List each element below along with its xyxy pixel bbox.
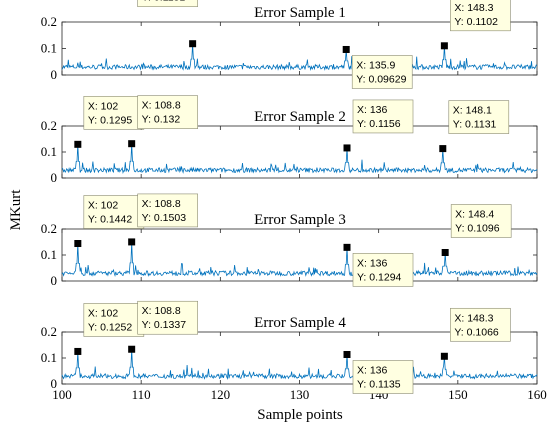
datatip-x-label: X: 102 (88, 200, 119, 212)
datatip-box (450, 204, 512, 238)
y-tick-label: 0.2 (41, 14, 57, 29)
panel-title: Error Sample 3 (254, 212, 346, 228)
datatip-box (83, 303, 145, 337)
datatip-x-label: X: 148.3 (454, 2, 493, 14)
y-tick-label: 0.1 (41, 144, 57, 159)
datatip-box (137, 300, 198, 335)
datatip-x-label: X: 148.1 (453, 105, 492, 117)
datatip-x-label: X: 108.8 (142, 198, 181, 210)
datatip-box (137, 0, 198, 8)
panel-3: Error Sample 3 0 0.1 0.2 X: 102 Y: 0.1442 X: 1… (41, 193, 538, 288)
datatip-y-label: Y: 0.1156 (357, 118, 401, 130)
datatip-marker (128, 238, 136, 246)
datatip-marker (440, 42, 448, 50)
datatip-y-label: Y: 0.1066 (454, 326, 499, 338)
datatip-y-label: Y: 0.09629 (356, 73, 406, 85)
x-axis-label: Sample points (257, 407, 343, 423)
datatip-box (352, 253, 414, 287)
datatip-box (137, 193, 198, 228)
datatip-marker (74, 140, 82, 148)
datatip-marker (74, 347, 82, 355)
panel-2: Error Sample 2 0 0.1 0.2 X: 102 Y: 0.1295 X: 1… (41, 95, 538, 185)
datatip-y-label: Y: 0.1131 (453, 119, 497, 131)
datatip-x-label: X: 148.3 (454, 312, 493, 324)
y-tick-label: 0 (51, 170, 58, 185)
datatip-marker (343, 243, 351, 251)
datatip-box (448, 100, 510, 134)
datatip-y-label: Y: 0.1337 (142, 319, 187, 331)
y-tick-label: 0 (51, 273, 58, 288)
datatip-marker (74, 240, 82, 248)
x-tick-label: 150 (448, 387, 468, 402)
y-tick-label: 0.1 (41, 41, 57, 56)
signal-line (61, 143, 538, 174)
datatip-y-label: Y: 0.1096 (455, 223, 500, 235)
datatip-box (83, 195, 145, 229)
datatip-x-label: X: 135.9 (356, 59, 395, 71)
datatip-box (83, 96, 145, 130)
datatip-x-label: X: 136 (357, 364, 388, 376)
datatip-box (450, 0, 511, 32)
datatip-y-label: Y: 0.1295 (88, 114, 133, 126)
datatip-y-label: Y: 0.132 (142, 114, 181, 126)
datatip-marker (441, 249, 449, 257)
datatip-y-label: Y: 0.1181 (142, 0, 186, 4)
panel-1: Error Sample 100.10.2X: 116.5Y: 0.1181X:… (41, 0, 538, 89)
datatip-x-label: X: 102 (88, 100, 119, 112)
y-tick-label: 0.2 (41, 324, 57, 339)
panel-title: Error Sample 4 (254, 315, 346, 331)
datatip-x-label: X: 102 (88, 307, 119, 319)
datatip-x-label: X: 108.8 (142, 305, 181, 317)
x-tick-label: 120 (211, 387, 231, 402)
datatip-box (137, 95, 198, 129)
datatip-marker (343, 350, 351, 358)
datatip-marker (189, 40, 197, 48)
datatip-y-label: Y: 0.1503 (142, 212, 187, 224)
signal-line (61, 43, 538, 71)
datatip-marker (440, 352, 448, 360)
datatip-marker (128, 140, 136, 148)
datatip-x-label: X: 148.4 (455, 209, 494, 221)
signal-line (61, 349, 538, 380)
datatip-box (352, 99, 414, 134)
y-tick-label: 0.2 (41, 221, 57, 236)
panel-title: Error Sample 2 (254, 109, 346, 125)
x-tick-label: 130 (290, 387, 310, 402)
x-tick-label: 110 (132, 387, 151, 402)
y-axis-label: MKurt (8, 189, 24, 231)
datatip-marker (439, 145, 447, 153)
signal-line (61, 241, 538, 277)
datatip-box (450, 307, 511, 342)
datatip-marker (128, 345, 136, 353)
panels: Error Sample 100.10.2X: 116.5Y: 0.1181X:… (41, 0, 547, 402)
datatip-marker (342, 45, 350, 53)
datatip-box (352, 360, 414, 394)
datatip-y-label: Y: 0.1135 (357, 378, 401, 390)
y-tick-label: 0.1 (41, 350, 57, 365)
x-tick-label: 160 (527, 387, 547, 402)
datatip-marker (343, 144, 351, 152)
datatip-y-label: Y: 0.1294 (357, 271, 402, 283)
datatip-x-label: X: 136 (357, 257, 388, 269)
y-tick-label: 0.1 (41, 247, 57, 262)
datatip-x-label: X: 108.8 (142, 100, 181, 112)
y-tick-label: 0.2 (41, 118, 57, 133)
y-tick-label: 0 (51, 376, 58, 391)
y-tick-label: 0 (51, 67, 58, 82)
datatip-y-label: Y: 0.1442 (88, 214, 133, 226)
datatip-x-label: X: 136 (357, 104, 388, 116)
datatip-box (351, 55, 413, 89)
datatip-y-label: Y: 0.1252 (88, 321, 133, 333)
x-tick-label: 100 (52, 387, 72, 402)
panel-title: Error Sample 1 (254, 5, 346, 21)
datatip-y-label: Y: 0.1102 (454, 16, 498, 28)
